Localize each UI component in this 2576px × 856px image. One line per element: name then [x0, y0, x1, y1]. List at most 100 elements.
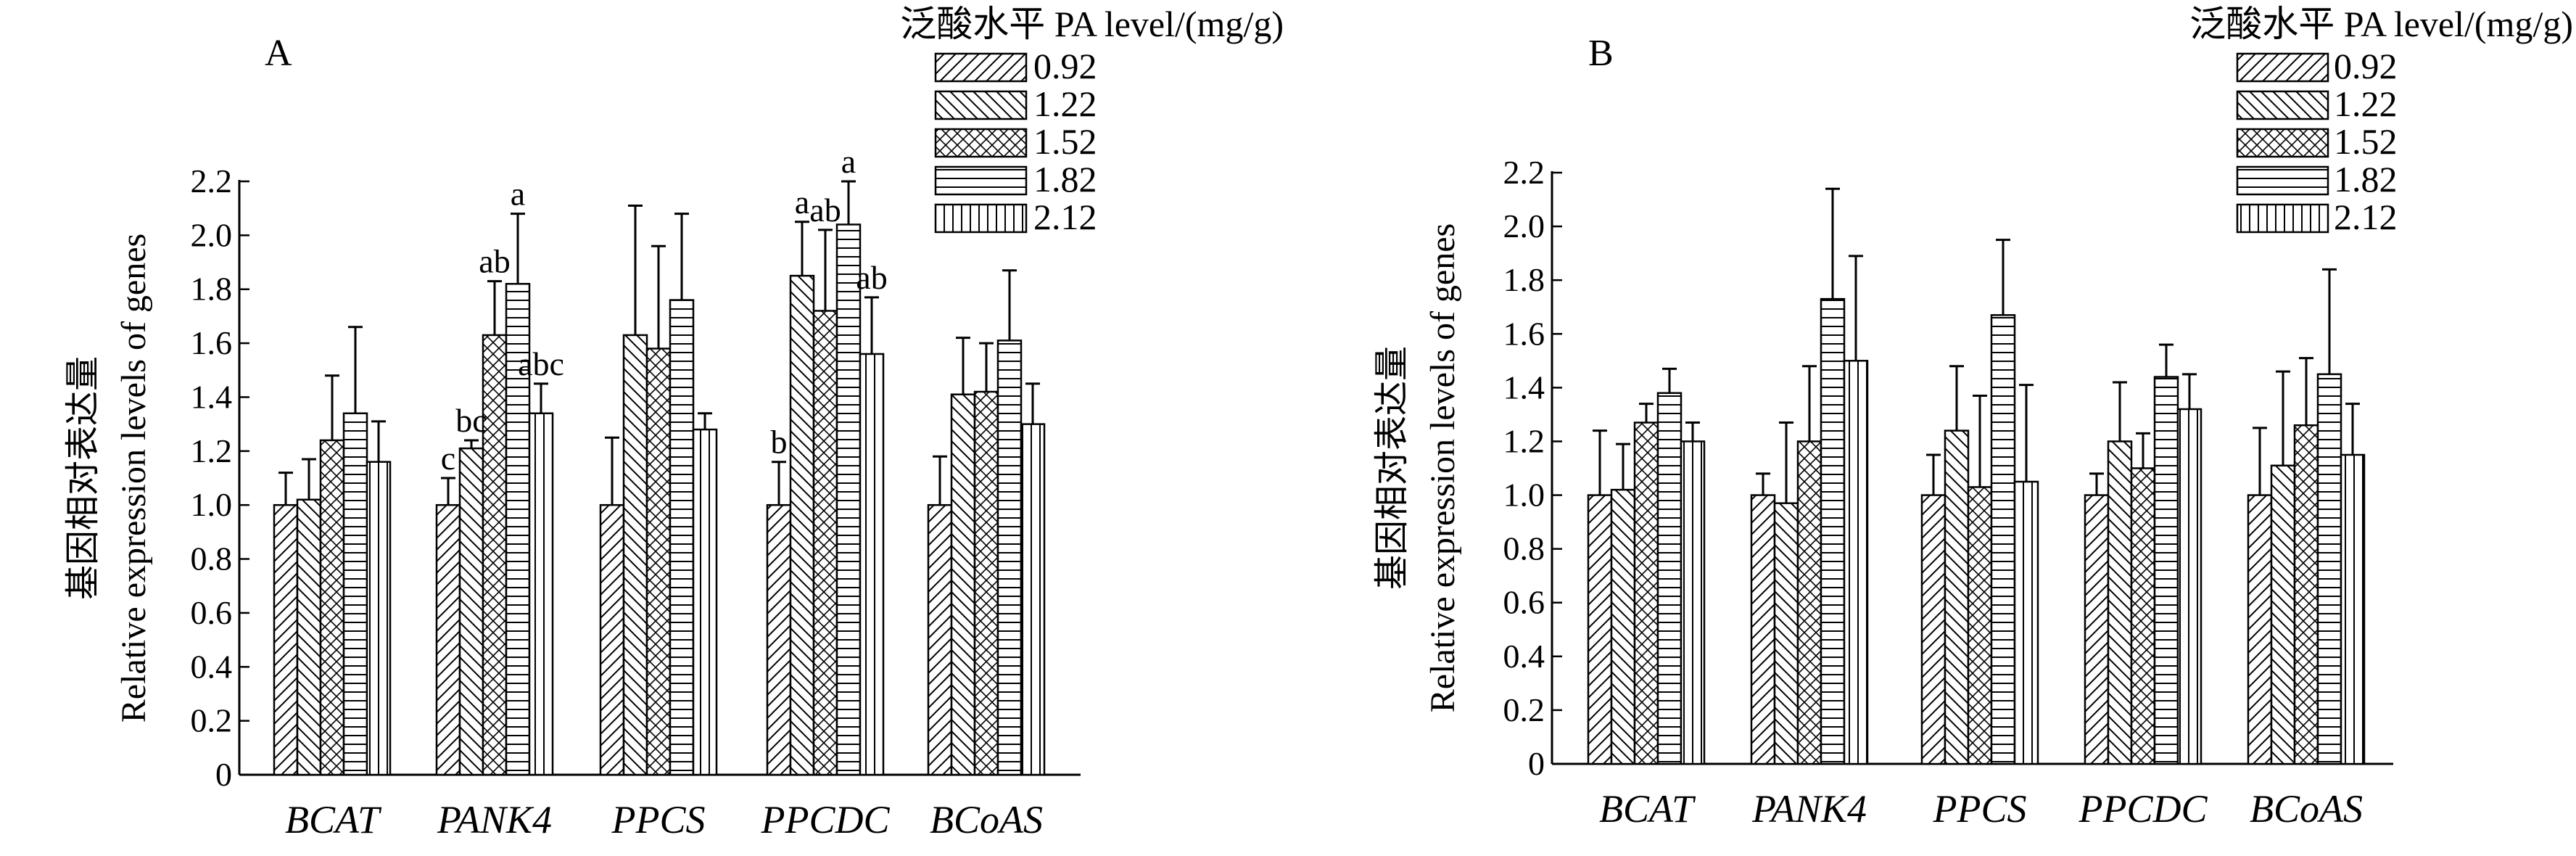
- bar: [669, 299, 695, 776]
- x-category-label: PANK4: [1751, 787, 1867, 831]
- bar: [1633, 421, 1659, 765]
- bar: [1020, 423, 1046, 776]
- bar: [2293, 424, 2319, 765]
- x-category-label: PPCDC: [2078, 787, 2208, 831]
- significance-letter: bc: [455, 402, 487, 439]
- legend-swatch: [2236, 203, 2329, 234]
- y-axis-label-cn: 基因相对表达量: [1373, 346, 1411, 590]
- x-category-label: PANK4: [437, 798, 552, 841]
- significance-letter: ab: [809, 192, 841, 229]
- bar: [789, 274, 815, 776]
- bar: [528, 412, 554, 776]
- bar: [645, 347, 672, 776]
- legend-label: 1.82: [2334, 159, 2398, 199]
- panel-a-chart: 0 0.2 0.4 0.6 0.8 1.0 1.2 1.4 1.6 1.8 2.0 2.2 A 基因相对表…: [64, 4, 1284, 841]
- legend-label: 2.12: [2334, 197, 2398, 237]
- y-tick-label: 1.6: [191, 324, 233, 361]
- legend-title: 泛酸水平 PA level/(mg/g): [900, 4, 1284, 44]
- legend-title: 泛酸水平 PA level/(mg/g): [2189, 4, 2573, 44]
- bar: [273, 503, 299, 776]
- bar: [1796, 440, 1822, 765]
- significance-letter: a: [511, 176, 525, 213]
- legend-label: 1.22: [1033, 83, 1097, 124]
- bar: [812, 310, 838, 776]
- significance-letter: a: [841, 143, 856, 180]
- y-tick-label: 0.4: [191, 648, 233, 685]
- y-tick-label: 0.4: [1503, 638, 1545, 675]
- panel-label: A: [265, 33, 292, 74]
- legend-swatch: [934, 128, 1028, 158]
- bar: [996, 339, 1023, 776]
- bar: [950, 393, 976, 776]
- bar: [622, 334, 648, 776]
- y-tick-label: 1.2: [1503, 422, 1545, 459]
- legend-label: 1.52: [2334, 121, 2398, 162]
- legend-label: 0.92: [1033, 46, 1097, 86]
- legend-swatch: [2236, 52, 2329, 83]
- bar: [435, 503, 461, 776]
- bar: [2107, 440, 2133, 765]
- legend-swatch: [934, 203, 1028, 234]
- y-tick-label: 1.2: [191, 432, 233, 469]
- y-axis-label-en: Relative expression levels of genes: [1424, 223, 1462, 712]
- legend-label: 1.82: [1033, 159, 1097, 199]
- significance-letter: ab: [856, 259, 887, 296]
- significance-letter: abc: [518, 345, 564, 382]
- y-tick-label: 0: [215, 756, 232, 793]
- bar: [1843, 360, 1869, 765]
- x-category-label: PPCDC: [760, 798, 890, 841]
- legend-label: 2.12: [1033, 197, 1097, 237]
- bar: [482, 334, 508, 776]
- bar: [296, 498, 322, 776]
- legend-label: 1.22: [2334, 83, 2398, 124]
- y-axis-label-en: Relative expression levels of genes: [115, 234, 153, 723]
- bar: [1656, 392, 1683, 765]
- bar: [1820, 297, 1846, 765]
- y-tick-label: 1.8: [191, 271, 233, 308]
- x-category-label: BCoAS: [930, 798, 1043, 841]
- bar: [1920, 494, 1947, 765]
- bar: [1944, 429, 1970, 765]
- bar: [1610, 488, 1636, 765]
- bar: [366, 461, 392, 776]
- bar: [1990, 314, 2016, 765]
- bar: [458, 447, 484, 776]
- bar: [859, 353, 885, 776]
- panel-b-chart: 0 0.2 0.4 0.6 0.8 1.0 1.2 1.4 1.6 1.8 2.0 2.2 B 基因相对表…: [1373, 4, 2573, 831]
- y-tick-label: 2.0: [1503, 207, 1545, 244]
- bar: [2340, 453, 2366, 765]
- bar: [2084, 494, 2110, 765]
- bar: [835, 223, 862, 776]
- y-tick-label: 0.8: [191, 540, 233, 577]
- bar: [319, 439, 345, 776]
- bar: [2130, 467, 2156, 765]
- legend-label: 0.92: [2334, 46, 2398, 86]
- y-tick-label: 0.8: [1503, 530, 1545, 567]
- y-tick-label: 0.6: [191, 594, 233, 631]
- bar: [2153, 376, 2179, 765]
- legend-swatch: [934, 90, 1028, 120]
- bar: [2316, 373, 2342, 765]
- x-category-label: BCAT: [285, 798, 382, 841]
- y-axis-label-cn: 基因相对表达量: [64, 356, 102, 600]
- y-tick-label: 0.6: [1503, 584, 1545, 621]
- bar: [2247, 494, 2273, 765]
- bar: [2270, 464, 2296, 765]
- x-category-label: PPCS: [1933, 787, 2027, 831]
- bar: [1773, 502, 1799, 765]
- bar: [1680, 440, 1706, 765]
- bar: [766, 503, 792, 776]
- y-tick-label: 0.2: [191, 702, 233, 739]
- significance-letter: a: [795, 184, 809, 221]
- bar: [2013, 480, 2039, 765]
- y-tick-label: 1.0: [1503, 477, 1545, 514]
- bar: [973, 390, 999, 776]
- bar: [2176, 408, 2203, 765]
- y-tick-label: 1.4: [191, 378, 233, 415]
- significance-letter: ab: [479, 243, 510, 280]
- y-tick-label: 1.4: [1503, 369, 1545, 406]
- x-category-label: BCAT: [1599, 787, 1696, 831]
- bar: [692, 428, 718, 776]
- y-tick-label: 2.0: [191, 216, 233, 253]
